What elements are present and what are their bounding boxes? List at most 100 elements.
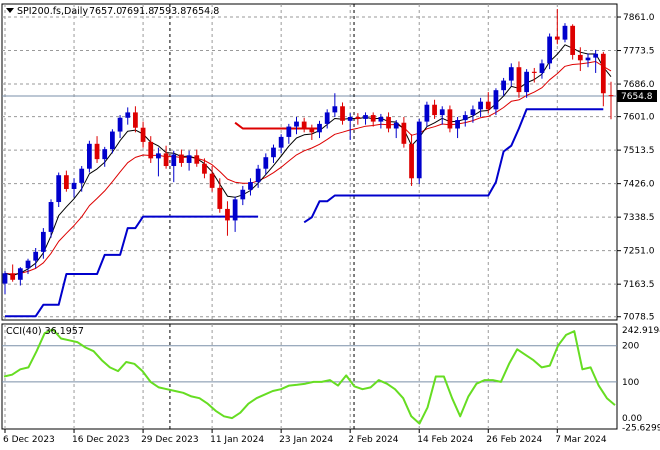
cci-tick-label: 200 [622,342,639,352]
candle-body [455,120,460,129]
chart-frames [1,3,618,430]
candle-body [63,175,69,190]
y-axis-labels: 7861.0 7773.5 7686.0 7601.0 7513.5 7426.0 7338… [622,13,660,433]
cci-tick-label: 0.00 [622,414,642,424]
x-tick-label: 7 Mar 2024 [555,435,607,445]
candle-body [393,122,399,129]
candle-body [531,71,537,73]
candle-body [600,53,606,94]
candle-body [363,115,368,119]
x-tick-label: 26 Feb 2024 [486,435,542,445]
candle-body [524,71,529,93]
candle-body [171,154,177,167]
symbol-title: SPI200.fs,Daily [17,6,88,17]
period-separators [169,4,355,429]
candle-body [409,143,414,179]
dropdown-triangle-icon[interactable] [6,8,14,13]
candle-body [232,199,238,221]
candle-body [209,173,215,188]
price-tick-label: 7338.5 [623,213,655,223]
grid-lines [2,4,621,433]
candle-body [294,121,299,127]
price-tick-label: 7078.5 [623,313,655,323]
price-tick-label: 7513.5 [623,146,655,156]
cci-line [3,328,616,425]
candle-body [424,104,430,122]
x-tick-label: 23 Jan 2024 [279,435,333,445]
x-tick-label: 16 Dec 2023 [72,435,129,445]
price-tick-label: 7163.5 [623,280,655,290]
x-axis-labels: 6 Dec 2023 16 Dec 2023 29 Dec 2023 11 Jan 2… [3,435,607,445]
candle-body [2,273,8,284]
candle-body [186,155,192,163]
candle-body [608,95,614,97]
candle-body [554,36,560,40]
candle-body [156,153,161,159]
ohlc-open: 7657.0 [89,6,122,17]
price-panel-frame [1,3,618,321]
trailing-stop-line [5,215,259,318]
candle-body [508,67,514,81]
price-tick-label: 7251.0 [623,247,655,257]
trailing-stop-line-red [234,121,320,130]
candle-body [539,63,545,73]
candle-body [416,121,422,179]
candle-body [493,90,499,110]
candle-body [87,143,92,169]
candle-body [347,116,353,121]
ohlc-close: 7654.8 [186,6,219,17]
candle-body [378,116,384,122]
candle-body [286,126,292,137]
price-tick-label: 7773.5 [623,47,655,57]
candle-body [248,182,253,190]
candle-body [125,112,131,118]
price-header: SPI200.fs,Daily 7657.0 7691.8 7593.8 765… [6,6,219,17]
candle-body [516,67,522,93]
candle-body [271,147,276,158]
candle-body [110,131,115,150]
candle-body [478,101,483,110]
candle-body [263,157,269,169]
candle-body [432,104,437,116]
candle-body [163,153,169,167]
candle-body [324,112,330,124]
candle-body [56,175,62,203]
candle-body [570,25,576,55]
current-price-tag [617,90,657,103]
candle-body [470,109,476,116]
ohlc-high: 7691.8 [121,6,154,17]
candle-body [225,208,230,221]
candle-body [593,53,599,58]
candle-body [117,117,123,132]
candle-body [133,112,138,128]
candle-body [386,116,391,129]
x-tick-label: 6 Dec 2023 [3,435,55,445]
fast-ma-line [4,44,612,276]
x-tick-label: 29 Dec 2023 [141,435,199,445]
ohlc-low: 7593.8 [153,6,186,17]
trailing-stop-line [303,108,604,224]
candle-body [562,25,568,40]
candle-body [71,182,77,190]
cci-tick-label: -25.6299 [622,423,660,433]
candlesticks [2,8,614,294]
cci-tick-label: 242.9194 [622,326,660,336]
indicator-lines [4,44,612,318]
candle-body [79,168,85,183]
candle-body [332,106,338,113]
price-tick-label: 7426.0 [623,180,655,190]
candle-body [94,143,100,160]
candle-body [40,231,46,252]
candle-body [25,260,31,269]
candle-body [355,116,361,119]
candle-body [340,106,345,121]
price-tick-label: 7861.0 [623,13,655,23]
candle-body [194,155,200,164]
cci-title: CCI(40) 36.1957 [6,326,84,337]
candle-body [301,121,307,129]
candle-body [370,115,376,122]
candle-body [439,109,445,116]
cci-tick-label: 100 [622,378,639,388]
candle-body [577,54,583,61]
